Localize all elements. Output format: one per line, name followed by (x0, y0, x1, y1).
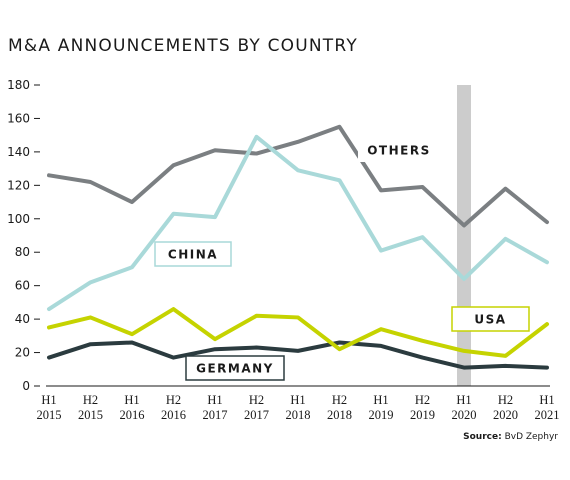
y-tick-label: 60 (15, 279, 30, 293)
series-label-text: USA (474, 313, 506, 327)
x-tick-label-year: 2019 (369, 408, 394, 422)
series-label-box (451, 306, 530, 332)
series-label-text: GERMANY (196, 362, 274, 376)
series-label-usa: USA (451, 306, 530, 332)
series-line-usa (47, 307, 549, 358)
series-line-china (47, 134, 549, 312)
y-tick-label: 0 (22, 379, 30, 393)
x-tick-label-half: H1 (373, 393, 388, 407)
series-label-china: CHINA (154, 241, 232, 267)
y-tick-label: 140 (7, 145, 30, 159)
x-tick-label-half: H1 (124, 393, 139, 407)
x-tick-label-year: 2018 (286, 408, 311, 422)
x-tick-label-half: H1 (539, 393, 554, 407)
x-tick-label-half: H1 (290, 393, 305, 407)
x-tick-label-half: H2 (415, 393, 430, 407)
series-label-text: OTHERS (367, 144, 431, 158)
x-tick-label-year: 2018 (327, 408, 352, 422)
x-tick-label-year: 2019 (410, 408, 435, 422)
x-tick-label-half: H2 (332, 393, 347, 407)
x-tick-label-year: 2015 (78, 408, 103, 422)
x-tick-label-half: H1 (207, 393, 222, 407)
x-tick-label-half: H2 (249, 393, 264, 407)
series-line-others (47, 124, 549, 228)
series-label-others: OTHERS (358, 138, 440, 162)
x-tick-label-year: 2015 (37, 408, 62, 422)
series-label-box (185, 355, 285, 381)
y-tick-label: 80 (15, 245, 30, 259)
x-tick-label-half: H1 (41, 393, 56, 407)
series-line-germany (47, 340, 549, 370)
series-label-box (358, 138, 440, 162)
x-tick-label-year: 2017 (244, 408, 269, 422)
y-tick-label: 160 (7, 111, 30, 125)
x-tick-label-year: 2017 (203, 408, 228, 422)
x-tick-label-half: H2 (83, 393, 98, 407)
y-tick-label: 180 (7, 78, 30, 92)
series-label-germany: GERMANY (185, 355, 285, 381)
y-tick-label: 120 (7, 178, 30, 192)
x-tick-label-year: 2016 (120, 408, 145, 422)
x-tick-label-year: 2020 (493, 408, 518, 422)
source-note: Source: BvD Zephyr (463, 432, 558, 442)
series-label-box (154, 241, 232, 267)
x-tick-label-half: H1 (456, 393, 471, 407)
x-tick-label-year: 2021 (535, 408, 560, 422)
y-tick-label: 40 (15, 312, 30, 326)
highlight-band (457, 85, 471, 386)
source-label: Source: (463, 432, 502, 442)
x-tick-label-half: H2 (166, 393, 181, 407)
x-tick-label-year: 2020 (452, 408, 477, 422)
y-tick-label: 100 (7, 212, 30, 226)
x-tick-label-year: 2016 (161, 408, 186, 422)
series-label-text: CHINA (168, 248, 218, 262)
x-tick-label-half: H2 (498, 393, 513, 407)
y-tick-label: 20 (15, 346, 30, 360)
source-value: BvD Zephyr (504, 432, 558, 442)
chart-title: M&A ANNOUNCEMENTS BY COUNTRY (8, 36, 358, 56)
